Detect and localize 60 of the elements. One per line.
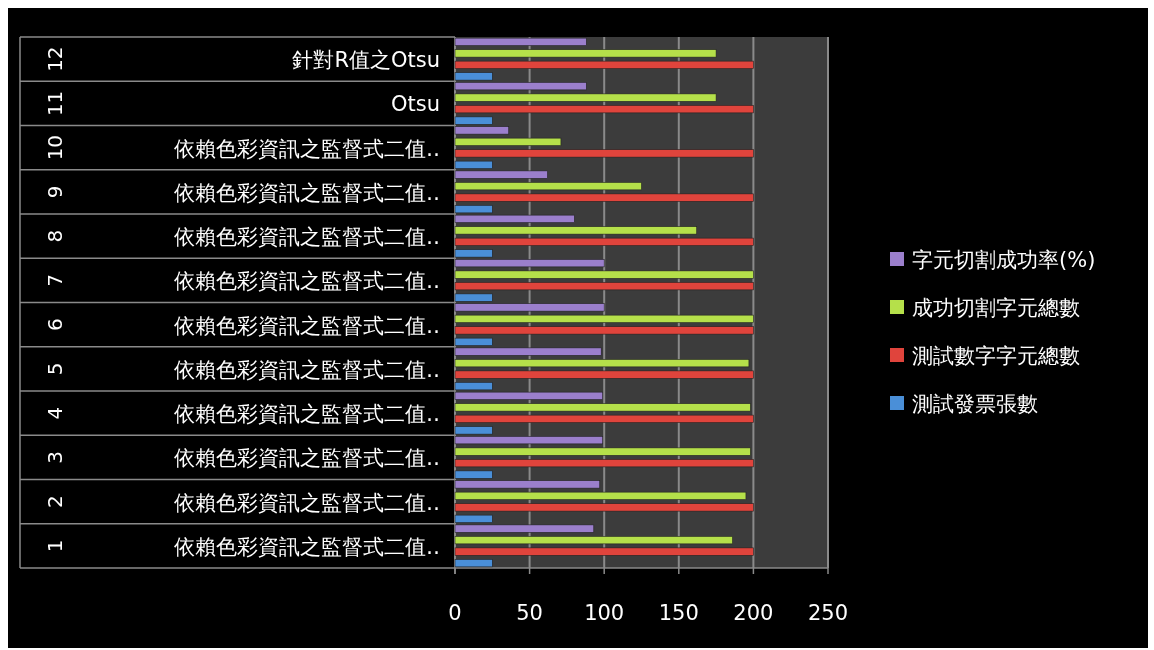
bar (454, 237, 754, 246)
bar (454, 37, 587, 46)
text: 8 (43, 229, 67, 243)
text: 10 (43, 134, 67, 161)
legend-label: 測試發票張數 (912, 392, 1038, 416)
bar (454, 403, 751, 412)
bar (454, 105, 754, 114)
text: 11 (43, 90, 67, 117)
y-tick-label: 依賴色彩資訊之監督式二值‥ (173, 136, 440, 161)
bar (454, 182, 642, 191)
text: 1 (43, 539, 67, 553)
bar (454, 270, 754, 279)
text: 2 (43, 495, 67, 508)
bar (454, 193, 754, 202)
bar (454, 447, 751, 456)
y-tick-label: 依賴色彩資訊之監督式二值‥ (173, 313, 440, 338)
bar (454, 359, 750, 368)
text: 7 (43, 274, 67, 287)
bar (454, 326, 754, 335)
legend-label: 測試數字字元總數 (912, 344, 1080, 368)
y-tick-label: 依賴色彩資訊之監督式二值‥ (173, 180, 440, 205)
y-tick-label: 依賴色彩資訊之監督式二值‥ (173, 357, 440, 382)
y-tick-label: 依賴色彩資訊之監督式二值‥ (173, 269, 440, 294)
bar (454, 49, 717, 58)
bar (454, 536, 733, 545)
bar (454, 459, 754, 468)
bar (454, 370, 754, 379)
bar (454, 414, 754, 423)
text: 5 (43, 362, 67, 376)
y-tick-label: 依賴色彩資訊之監督式二值‥ (173, 402, 440, 427)
bar (454, 282, 754, 291)
legend-label: 成功切割字元總數 (912, 296, 1080, 320)
bar (454, 503, 754, 512)
y-tick-label: 依賴色彩資訊之監督式二值‥ (173, 490, 440, 515)
x-tick-label: 150 (658, 601, 699, 625)
legend-label: 字元切割成功率(%) (912, 248, 1096, 272)
bar (454, 149, 754, 158)
text: 3 (43, 451, 67, 464)
text: 9 (43, 185, 67, 199)
y-tick-label: Otsu (390, 92, 440, 117)
bar (454, 226, 697, 235)
x-tick-label: 0 (448, 601, 462, 625)
bar (454, 559, 493, 568)
y-tick-label: 針對R值之Otsu (292, 48, 440, 73)
x-tick-label: 50 (516, 601, 543, 625)
bar (454, 314, 754, 323)
bar (454, 137, 562, 146)
bar (454, 491, 747, 500)
text: 6 (43, 318, 67, 331)
bar (454, 93, 717, 102)
text: 12 (43, 46, 67, 72)
bar (454, 547, 754, 556)
y-tick-label: 依賴色彩資訊之監督式二值‥ (173, 446, 440, 471)
x-tick-label: 200 (733, 601, 774, 625)
x-tick-label: 250 (807, 601, 849, 625)
bar (454, 60, 754, 69)
x-tick-label: 100 (584, 601, 625, 625)
text: 4 (43, 406, 67, 420)
y-tick-label: 依賴色彩資訊之監督式二值‥ (173, 225, 440, 250)
y-tick-label: 依賴色彩資訊之監督式二值‥ (173, 534, 440, 559)
